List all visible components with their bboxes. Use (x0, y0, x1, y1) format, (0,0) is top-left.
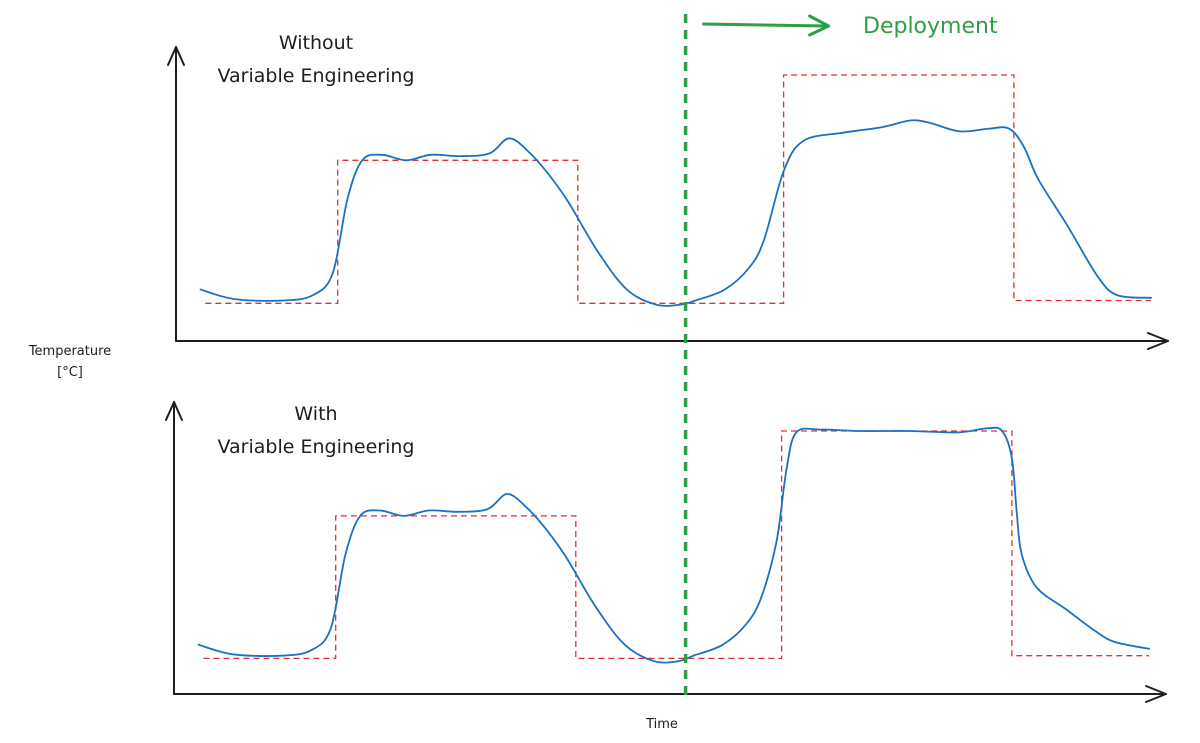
panel-1-y-axis-arrow (165, 401, 183, 421)
panel-0-y-axis-arrow (167, 46, 185, 66)
panel-0-target-setpoint-line (205, 74, 1152, 304)
deployment-label: Deployment (863, 14, 998, 39)
panel-0-title-line-1: Without (279, 32, 353, 54)
panel-0-measured-temperature-line (199, 119, 1152, 307)
panel-without-variable-engineering: Without Variable Engineering (167, 32, 1169, 350)
deployment-arrow-head (808, 14, 831, 37)
panel-0-x-axis-arrow (1147, 332, 1169, 350)
deployment-arrow-shaft (702, 22, 830, 28)
x-axis-label: Time (645, 717, 678, 732)
panel-1-plot-area (165, 401, 1167, 703)
panel-0-title-line-2: Variable Engineering (218, 65, 415, 87)
panel-1-measured-temperature-line (197, 426, 1150, 664)
panel-1-title-line-2: Variable Engineering (218, 436, 415, 458)
panel-0-plot-area (167, 46, 1169, 350)
deployment-marker: Deployment (683, 14, 998, 697)
panel-1-target-setpoint-line (203, 430, 1150, 660)
panel-with-variable-engineering: With Variable Engineering (165, 401, 1167, 703)
panel-1-x-axis-arrow (1145, 685, 1167, 703)
y-axis-label-line-2: [°C] (57, 365, 83, 380)
y-axis-label-line-1: Temperature (28, 344, 111, 359)
panel-1-title-line-1: With (294, 403, 337, 425)
